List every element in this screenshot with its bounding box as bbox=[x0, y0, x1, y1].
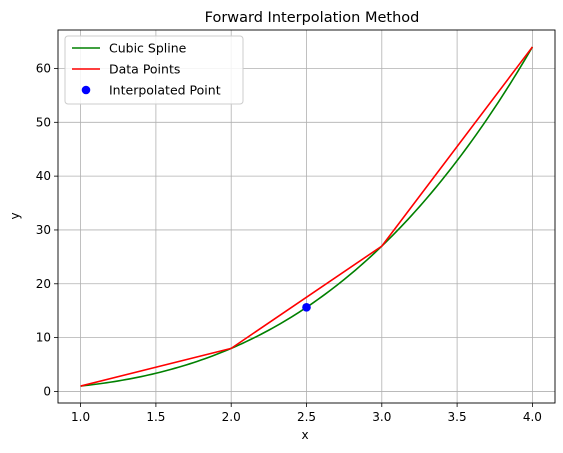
x-tick-label: 3.5 bbox=[448, 410, 467, 424]
axis-ticks: 1.0 1.5 2.0 2.5 3.0 3.5 4.0 0 10 20 30 40 50 60 bbox=[36, 61, 542, 424]
x-tick-label: 1.5 bbox=[146, 410, 165, 424]
x-tick-label: 4.0 bbox=[523, 410, 542, 424]
y-tick-label: 50 bbox=[36, 115, 51, 129]
interpolated-point-marker bbox=[302, 303, 311, 312]
data-points-line bbox=[80, 46, 534, 387]
legend-label: Cubic Spline bbox=[109, 41, 187, 56]
y-tick-label: 10 bbox=[36, 331, 51, 345]
legend-box bbox=[64, 35, 244, 105]
x-tick-label: 2.5 bbox=[297, 410, 316, 424]
legend-label: Data Points bbox=[109, 62, 180, 77]
legend-label: Interpolated Point bbox=[109, 83, 221, 98]
x-axis-label: x bbox=[301, 428, 308, 442]
plot-series bbox=[80, 46, 534, 387]
y-tick-label: 20 bbox=[36, 277, 51, 291]
grid bbox=[58, 30, 555, 403]
y-axis-label: y bbox=[8, 212, 22, 219]
legend-swatch-marker bbox=[81, 85, 91, 95]
x-tick-label: 3.0 bbox=[372, 410, 391, 424]
x-tick-label: 2.0 bbox=[222, 410, 241, 424]
chart-title: Forward Interpolation Method bbox=[205, 10, 420, 26]
y-tick-label: 0 bbox=[43, 384, 51, 398]
y-tick-label: 40 bbox=[36, 169, 51, 183]
y-tick-label: 30 bbox=[36, 223, 51, 237]
y-tick-label: 60 bbox=[36, 61, 51, 75]
legend: Cubic Spline Data Points Interpolated Poin… bbox=[64, 35, 244, 105]
x-tick-label: 1.0 bbox=[71, 410, 90, 424]
